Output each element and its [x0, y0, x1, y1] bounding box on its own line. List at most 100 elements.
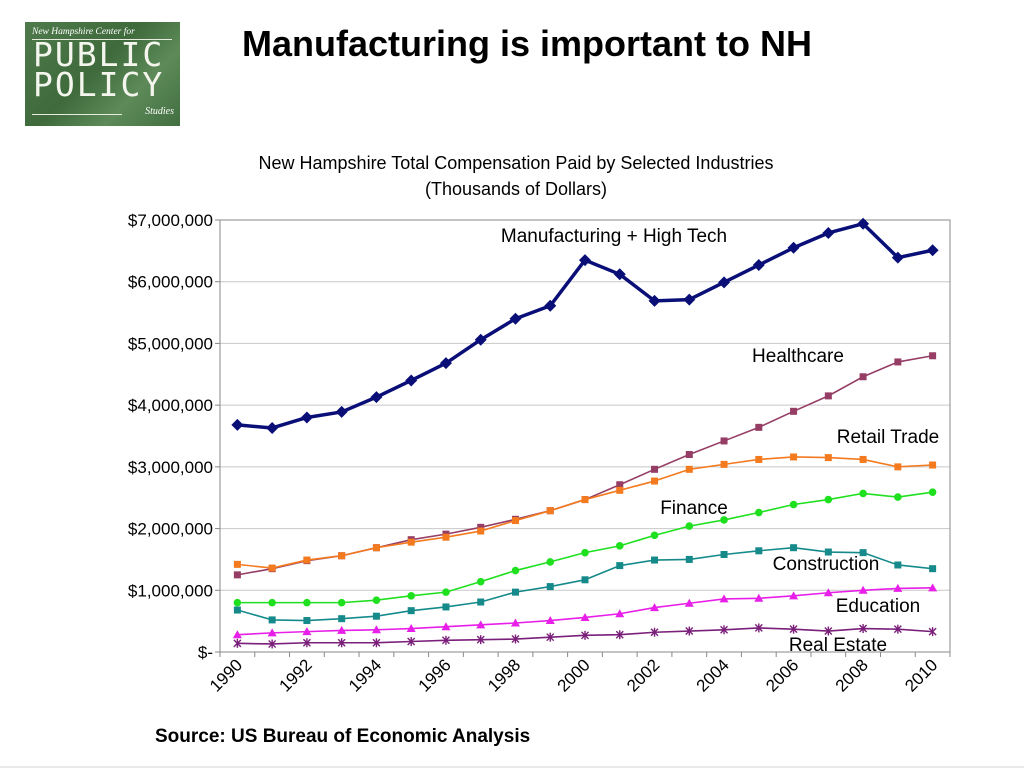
- data-point-retail: [720, 460, 728, 468]
- logo-word-public: PUBLIC: [33, 35, 165, 74]
- axes: $- $1,000,000 $2,000,000 $3,000,000 $4,000,0…: [128, 211, 951, 696]
- chart-title-block: New Hampshire Total Compensation Paid by…: [180, 150, 852, 202]
- data-point-education: [580, 612, 590, 621]
- data-point-real_estate: [720, 625, 729, 635]
- series-label-manufacturing: Manufacturing + High Tech: [501, 226, 727, 247]
- organization-logo: New Hampshire Center for PUBLIC POLICY S…: [25, 22, 180, 126]
- data-point-real_estate: [754, 623, 763, 633]
- data-point-education: [337, 625, 347, 634]
- data-point-construction: [442, 603, 450, 611]
- data-point-finance: [303, 598, 311, 607]
- data-point-finance: [650, 531, 659, 540]
- data-point-manufacturing: [300, 411, 313, 424]
- data-point-finance: [615, 542, 624, 550]
- data-point-education: [789, 591, 799, 600]
- data-point-healthcare: [790, 407, 798, 415]
- gridlines: [220, 219, 950, 591]
- data-point-education: [719, 594, 729, 603]
- y-tick-label: $1,000,000: [128, 581, 213, 600]
- data-point-healthcare: [616, 481, 624, 489]
- source-note: Source: US Bureau of Economic Analysis: [155, 726, 531, 747]
- data-point-manufacturing: [613, 268, 626, 281]
- x-tick-label: 2008: [832, 655, 872, 695]
- x-tick-label: 2010: [901, 655, 941, 695]
- data-point-retail: [894, 463, 902, 471]
- data-point-construction: [268, 616, 276, 624]
- data-point-manufacturing: [335, 405, 348, 418]
- series-label-retail: Retail Trade: [837, 427, 939, 448]
- data-point-construction: [651, 556, 659, 564]
- data-point-retail: [442, 533, 450, 541]
- data-point-construction: [546, 583, 554, 591]
- data-point-retail: [233, 560, 241, 568]
- data-point-manufacturing: [579, 254, 591, 267]
- data-point-education: [510, 618, 520, 627]
- plot-frame: [219, 219, 951, 653]
- data-point-construction: [720, 550, 728, 558]
- data-point-manufacturing: [405, 374, 418, 387]
- data-point-healthcare: [651, 465, 659, 473]
- series-label-finance: Finance: [660, 498, 728, 519]
- data-point-real_estate: [302, 638, 311, 648]
- data-point-real_estate: [233, 638, 242, 648]
- data-point-education: [928, 583, 938, 592]
- data-point-construction: [511, 588, 519, 596]
- data-point-retail: [546, 507, 554, 515]
- data-point-construction: [407, 607, 415, 615]
- x-tick-label: 2000: [554, 655, 594, 695]
- data-point-real_estate: [511, 634, 520, 644]
- data-point-real_estate: [441, 635, 450, 645]
- data-point-retail: [338, 552, 346, 560]
- x-tick-label: 2004: [693, 655, 733, 695]
- data-point-education: [754, 593, 764, 602]
- series-line-healthcare: [237, 354, 933, 576]
- data-point-finance: [233, 598, 242, 607]
- data-point-education: [302, 627, 312, 636]
- data-point-healthcare: [824, 392, 832, 400]
- chart-subtitle: (Thousands of Dollars): [424, 179, 608, 199]
- data-point-construction: [894, 561, 902, 569]
- data-point-manufacturing: [648, 294, 661, 307]
- data-point-retail: [616, 486, 624, 494]
- data-point-education: [476, 620, 486, 629]
- x-tick-label: 1994: [345, 655, 385, 695]
- data-point-manufacturing: [926, 244, 939, 257]
- data-point-education: [406, 624, 416, 633]
- series-label-healthcare: Healthcare: [752, 346, 844, 367]
- x-tick-label: 1996: [415, 655, 455, 695]
- data-point-retail: [477, 527, 485, 535]
- series-lines: [231, 217, 939, 649]
- data-point-finance: [894, 493, 902, 501]
- data-point-education: [893, 583, 903, 592]
- data-point-education: [267, 628, 277, 637]
- data-point-retail: [685, 465, 693, 473]
- data-point-real_estate: [546, 632, 555, 642]
- data-point-finance: [720, 516, 728, 524]
- data-point-manufacturing: [439, 357, 452, 370]
- data-point-construction: [824, 548, 832, 556]
- data-point-manufacturing: [509, 312, 522, 325]
- data-point-construction: [859, 549, 867, 557]
- data-point-healthcare: [685, 451, 693, 459]
- data-point-real_estate: [337, 638, 346, 648]
- series-label-construction: Construction: [773, 554, 880, 575]
- data-point-finance: [407, 592, 415, 600]
- data-point-retail: [651, 477, 659, 485]
- y-tick-label: $5,000,000: [128, 334, 213, 353]
- data-point-finance: [755, 508, 763, 517]
- data-point-finance: [789, 500, 798, 509]
- data-point-finance: [442, 588, 450, 596]
- series-labels: Manufacturing + High Tech Healthcare Retai…: [501, 226, 939, 656]
- data-point-real_estate: [372, 638, 381, 648]
- data-point-finance: [268, 598, 276, 607]
- data-point-finance: [546, 558, 555, 566]
- y-tick-label: $4,000,000: [128, 396, 213, 415]
- data-point-education: [650, 603, 660, 612]
- data-point-education: [232, 630, 242, 639]
- data-point-real_estate: [928, 627, 937, 637]
- data-point-retail: [755, 455, 763, 463]
- data-point-manufacturing: [266, 421, 279, 434]
- series-label-education: Education: [836, 596, 921, 617]
- data-point-finance: [337, 598, 346, 607]
